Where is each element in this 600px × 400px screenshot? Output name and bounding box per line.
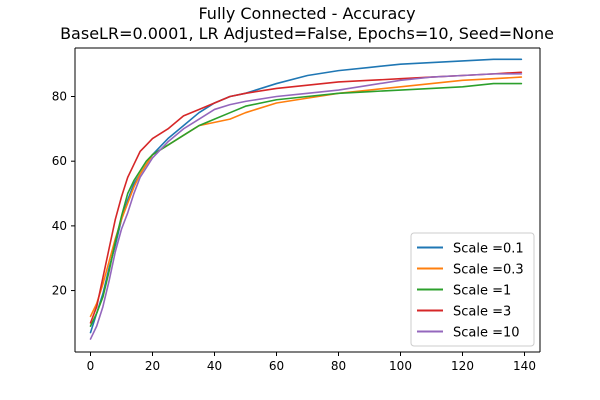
y-tick-label: 60 (52, 154, 67, 168)
chart-title: Fully Connected - Accuracy (198, 4, 415, 23)
legend-label-2: Scale =1 (453, 284, 511, 299)
y-tick-label: 80 (52, 90, 67, 104)
x-tick-label: 100 (389, 359, 412, 373)
y-tick-label: 40 (52, 219, 67, 233)
x-tick-label: 40 (207, 359, 222, 373)
series-line-4 (89, 73, 523, 340)
x-tick-label: 60 (269, 359, 284, 373)
legend-label-3: Scale =3 (453, 305, 511, 320)
legend: Scale =0.1 Scale =0.3 Scale =1 Scale =3 Scal… (410, 232, 535, 347)
x-tick-label: 20 (145, 359, 160, 373)
ticks-layer: 0 20 40 60 80 100 120 140 20 40 60 80 (52, 90, 536, 373)
series-line-2 (89, 82, 523, 327)
chart-subtitle: BaseLR=0.0001, LR Adjusted=False, Epochs… (60, 24, 554, 43)
legend-box (410, 232, 535, 347)
x-tick-label: 140 (513, 359, 536, 373)
series-line-3 (89, 71, 523, 324)
x-tick-label: 80 (331, 359, 346, 373)
legend-label-4: Scale =10 (453, 326, 520, 341)
x-tick-label: 120 (451, 359, 474, 373)
y-tick-label: 20 (52, 284, 67, 298)
legend-label-0: Scale =0.1 (453, 242, 524, 257)
x-tick-label: 0 (87, 359, 95, 373)
legend-label-1: Scale =0.3 (453, 263, 524, 278)
series-layer (89, 58, 523, 340)
